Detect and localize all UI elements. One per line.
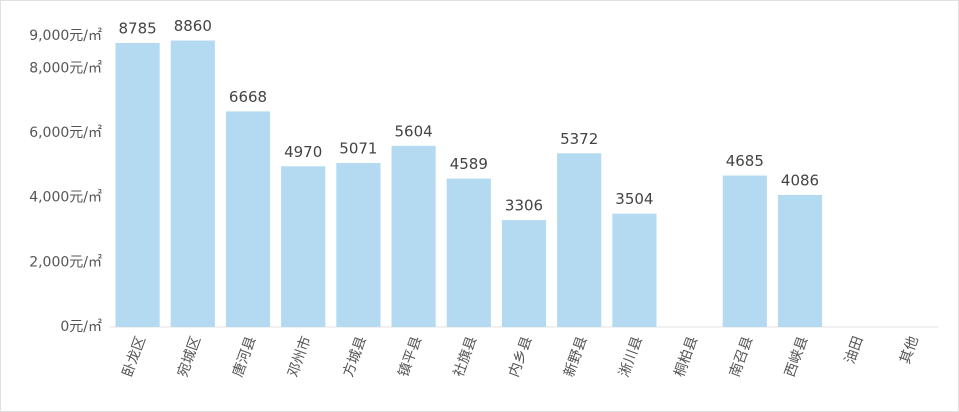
bar: [612, 213, 657, 327]
bar: [501, 220, 547, 327]
value-label: 4970: [284, 143, 322, 161]
bar: [336, 163, 381, 327]
bar: [777, 194, 823, 327]
value-label: 8785: [119, 19, 157, 37]
y-tick-label: 8,000元/㎡: [29, 60, 102, 76]
value-label: 3306: [505, 197, 543, 215]
y-tick-label: 6,000元/㎡: [29, 125, 102, 141]
value-label: 4685: [726, 152, 764, 170]
value-label: 4086: [781, 171, 819, 189]
value-label: 5604: [395, 122, 433, 140]
y-tick-label: 9,000元/㎡: [29, 28, 102, 44]
bar: [391, 145, 436, 327]
value-label: 3504: [615, 190, 653, 208]
bar: [446, 178, 491, 327]
bar: [115, 42, 160, 328]
bar: [225, 111, 271, 327]
bar: [557, 153, 602, 327]
bar: [722, 175, 767, 327]
value-label: 5372: [560, 130, 598, 148]
value-label: 6668: [229, 88, 267, 106]
bar: [170, 40, 215, 327]
value-label: 5071: [339, 140, 377, 158]
value-label: 8860: [174, 17, 212, 35]
value-label: 4589: [450, 155, 488, 173]
y-tick-label: 0元/㎡: [60, 319, 102, 335]
bar: [281, 166, 326, 327]
y-tick-label: 2,000元/㎡: [29, 254, 102, 270]
y-tick-label: 4,000元/㎡: [29, 190, 102, 206]
